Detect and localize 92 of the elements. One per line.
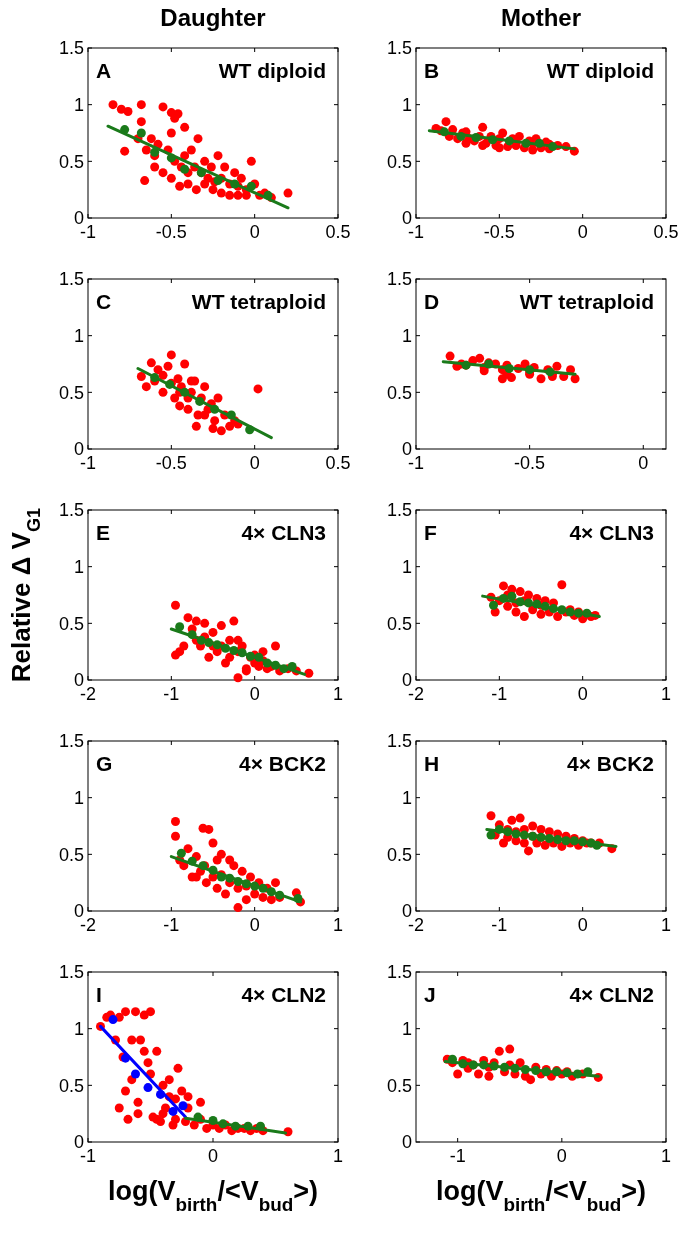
- text: 4× CLN3: [241, 521, 326, 544]
- y-tick-label: 1: [401, 325, 412, 346]
- text: WT diploid: [218, 59, 326, 82]
- text: WT tetraploid: [519, 290, 654, 313]
- y-tick-label: 0: [401, 208, 412, 229]
- y-tick-label: 1: [73, 787, 84, 808]
- annotation: D: [424, 290, 440, 313]
- y-tick-label: 1.5: [58, 38, 84, 59]
- x-tick-label: 1: [332, 1146, 344, 1166]
- text: WT tetraploid: [191, 290, 326, 313]
- y-tick-label: 0.5: [58, 613, 84, 634]
- y-tick-label: 1: [401, 94, 412, 115]
- x-tick-label: 0: [577, 684, 588, 704]
- x-tick-label: 1: [660, 684, 672, 704]
- text: 4× BCK2: [567, 752, 654, 775]
- text: 4× BCK2: [239, 752, 326, 775]
- x-tick-label: -1: [163, 684, 180, 704]
- x-tick-label: 0.5: [325, 453, 351, 473]
- y-tick-label: 1.5: [58, 962, 84, 983]
- x-tick-label: 1: [660, 915, 672, 935]
- chart-title: Daughter: [160, 4, 266, 31]
- y-tick-label: 1: [73, 556, 84, 577]
- x-tick-label: 0: [577, 222, 588, 242]
- x-tick-label: -0.5: [155, 222, 187, 242]
- annotation: H: [424, 752, 440, 775]
- y-tick-label: 0: [73, 1132, 84, 1153]
- y-tick-label: 1.5: [386, 731, 412, 752]
- x-tick-label: 0: [249, 915, 260, 935]
- y-tick-label: 1.5: [386, 962, 412, 983]
- x-tick-label: 0: [249, 453, 260, 473]
- y-tick-label: 0.5: [58, 844, 84, 865]
- x-tick-label: -0.5: [514, 453, 546, 473]
- y-tick-label: 1: [73, 94, 84, 115]
- text: 4× CLN2: [241, 983, 326, 1006]
- y-tick-label: 1.5: [58, 731, 84, 752]
- x-axis-title: log(V$_{birth}$/<V$_{bud}$>): [435, 1176, 647, 1215]
- y-tick-label: 0.5: [386, 1075, 412, 1096]
- x-tick-label: -0.5: [483, 222, 515, 242]
- annotation: B: [424, 59, 440, 82]
- y-tick-label: 1.5: [386, 38, 412, 59]
- x-tick-label: 0: [556, 1146, 567, 1166]
- y-tick-label: 0: [401, 670, 412, 691]
- y-tick-label: 0.5: [58, 151, 84, 172]
- annotation: G: [96, 752, 113, 775]
- y-tick-label: 0.5: [58, 1075, 84, 1096]
- y-tick-label: 0.5: [386, 382, 412, 403]
- y-tick-label: 0: [73, 439, 84, 460]
- y-tick-label: 0: [401, 439, 412, 460]
- annotation: I: [96, 983, 102, 1006]
- y-tick-label: 1.5: [58, 500, 84, 521]
- x-tick-label: 0: [577, 915, 588, 935]
- y-tick-label: 0: [73, 901, 84, 922]
- y-tick-label: 1: [401, 1018, 412, 1039]
- y-tick-label: 1: [73, 325, 84, 346]
- y-tick-label: 1: [401, 556, 412, 577]
- x-tick-label: 0: [249, 684, 260, 704]
- text: 4× CLN2: [569, 983, 654, 1006]
- x-tick-label: 0.5: [653, 222, 679, 242]
- annotation: E: [96, 521, 111, 544]
- text: WT diploid: [546, 59, 654, 82]
- y-tick-label: 0: [73, 208, 84, 229]
- x-tick-label: 0.5: [325, 222, 351, 242]
- y-tick-label: 0: [401, 901, 412, 922]
- x-tick-label: 1: [660, 1146, 672, 1166]
- x-tick-label: 0: [207, 1146, 219, 1166]
- x-tick-label: 0: [249, 222, 260, 242]
- x-tick-label: 1: [332, 684, 344, 704]
- annotation: C: [96, 290, 112, 313]
- x-tick-label: -1: [163, 915, 180, 935]
- chart-title: Mother: [501, 4, 581, 31]
- y-tick-label: 1: [401, 787, 412, 808]
- x-tick-label: -0.5: [155, 453, 187, 473]
- y-tick-label: 1.5: [386, 269, 412, 290]
- x-tick-label: 0: [638, 453, 649, 473]
- y-tick-label: 0: [73, 670, 84, 691]
- y-tick-label: 0.5: [386, 151, 412, 172]
- y-tick-label: 1.5: [58, 269, 84, 290]
- x-tick-label: -1: [491, 915, 508, 935]
- annotation: J: [424, 983, 436, 1006]
- x-tick-label: -1: [491, 684, 508, 704]
- x-tick-label: -1: [449, 1146, 466, 1166]
- y-tick-label: 1: [73, 1018, 84, 1039]
- annotation: A: [96, 59, 112, 82]
- y-tick-label: 0: [401, 1132, 412, 1153]
- annotation: F: [424, 521, 437, 544]
- y-tick-label: 1.5: [386, 500, 412, 521]
- x-axis-title: log(V$_{birth}$/<V$_{bud}$>): [107, 1176, 319, 1215]
- y-tick-label: 0.5: [58, 382, 84, 403]
- y-tick-label: 0.5: [386, 613, 412, 634]
- text: 4× CLN3: [569, 521, 654, 544]
- x-tick-label: 1: [332, 915, 344, 935]
- y-tick-label: 0.5: [386, 844, 412, 865]
